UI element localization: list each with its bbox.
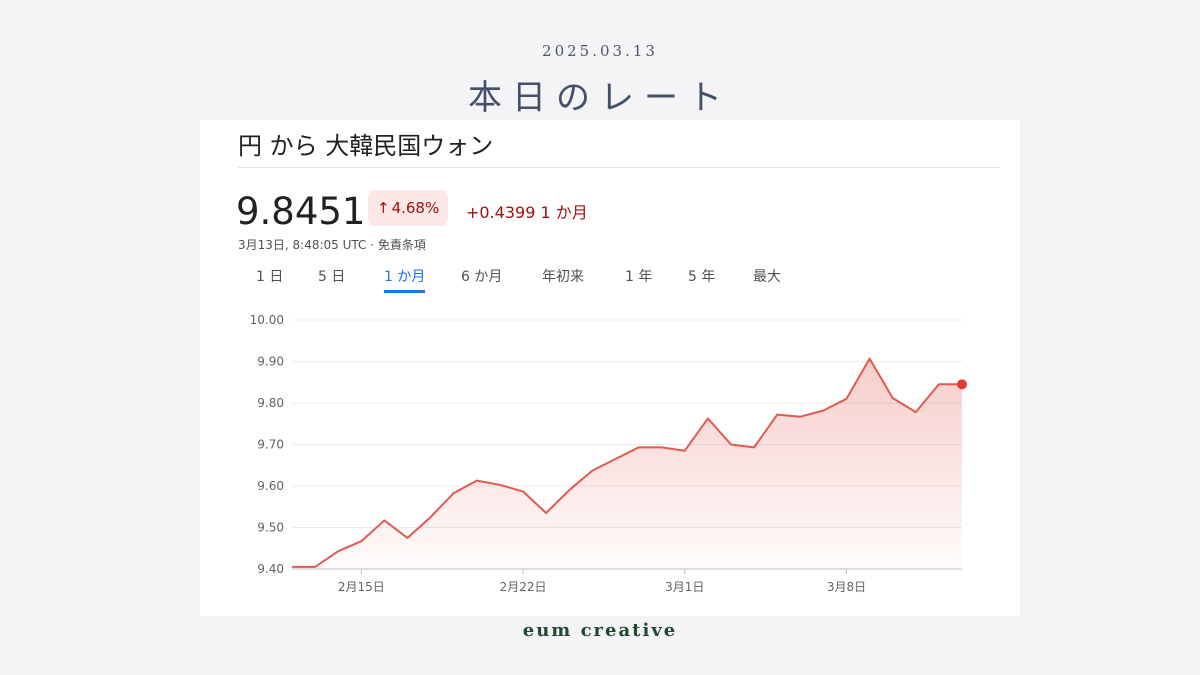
y-tick-label: 9.80 bbox=[257, 396, 284, 410]
y-tick-label: 9.90 bbox=[257, 355, 284, 369]
timestamp-disclaimer: 3月13日, 8:48:05 UTC · 免責条項 bbox=[238, 238, 426, 252]
up-arrow-icon: ↑ bbox=[377, 199, 390, 217]
y-tick-label: 9.60 bbox=[257, 479, 284, 493]
divider bbox=[238, 167, 1000, 168]
brand-footer: eum creative bbox=[522, 620, 678, 641]
exchange-rate-value: 9.8451 bbox=[236, 190, 366, 233]
absolute-change: +0.4399 1 か月 bbox=[466, 203, 588, 222]
percent-change-value: 4.68% bbox=[391, 199, 440, 217]
x-tick-label: 2月22日 bbox=[500, 580, 547, 594]
y-tick-label: 10.00 bbox=[250, 313, 284, 327]
currency-pair-title: 円 から 大韓民国ウォン bbox=[238, 132, 494, 160]
current-value-marker bbox=[957, 379, 967, 390]
y-tick-label: 9.40 bbox=[257, 562, 284, 576]
x-tick-label: 3月8日 bbox=[827, 580, 866, 594]
x-tick-label: 2月15日 bbox=[338, 580, 385, 594]
tab-6-month[interactable]: 6 か月 bbox=[461, 269, 503, 285]
tab-ytd[interactable]: 年初来 bbox=[542, 269, 584, 285]
y-tick-label: 9.50 bbox=[257, 521, 284, 535]
y-tick-label: 9.70 bbox=[257, 438, 284, 452]
tab-1-day[interactable]: 1 日 bbox=[256, 269, 284, 285]
rate-chart: 10.00 9.90 9.80 9.70 9.60 9.50 9.40 2月15日 2月22日 3… bbox=[250, 313, 967, 594]
tab-max[interactable]: 最大 bbox=[753, 269, 781, 285]
area-fill bbox=[292, 358, 962, 569]
series-line bbox=[292, 357, 962, 568]
tab-1-month[interactable]: 1 か月 bbox=[384, 266, 426, 293]
date-label: 2025.03.13 bbox=[542, 42, 658, 60]
page-title: 本日のレート bbox=[468, 78, 732, 118]
tab-5-year[interactable]: 5 年 bbox=[688, 269, 716, 285]
tab-1-year[interactable]: 1 年 bbox=[625, 269, 653, 285]
percent-change-badge: ↑ 4.68% bbox=[368, 190, 449, 226]
finance-card: 円 から 大韓民国ウォン 9.8451 ↑ 4.68% +0.4399 1 か月… bbox=[200, 120, 1020, 616]
x-tick-label: 3月1日 bbox=[665, 580, 704, 594]
tab-5-day[interactable]: 5 日 bbox=[318, 269, 346, 285]
